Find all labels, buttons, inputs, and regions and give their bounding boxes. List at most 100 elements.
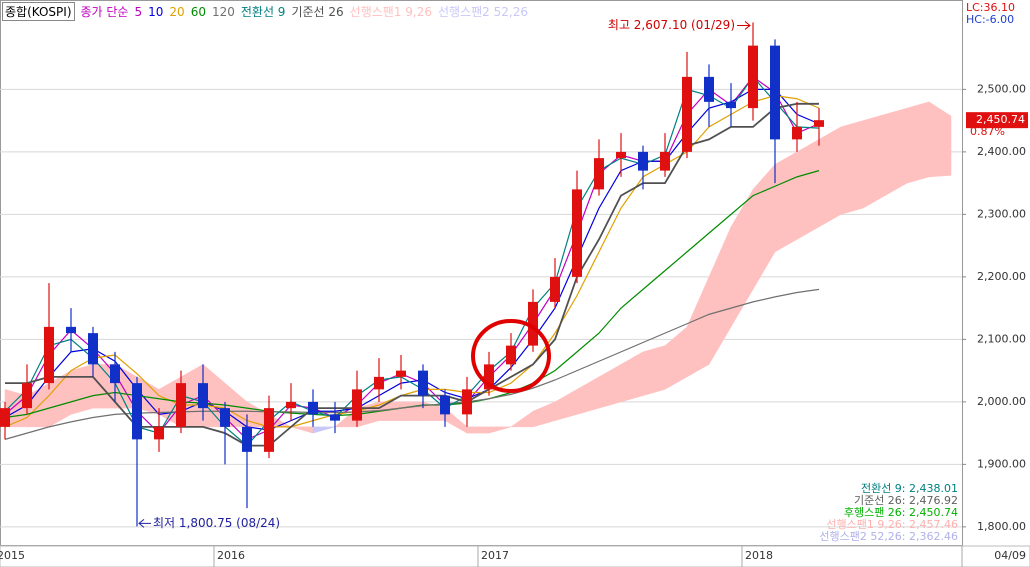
candle-body [440, 395, 450, 415]
candle-body [792, 126, 802, 140]
y-tick-label: 2,000.00 [977, 395, 1026, 408]
top-label: LC:36.10 [966, 1, 1015, 14]
candle-body [264, 408, 274, 452]
ma-line [4, 95, 820, 428]
annotation: 최저 1,800.75 (08/24) [153, 516, 280, 530]
candle-body [638, 151, 648, 171]
candle-body [44, 326, 54, 384]
highlight-circle [471, 319, 551, 393]
candle-body [374, 376, 384, 390]
candle-body [506, 345, 516, 365]
cloud-segment [290, 426, 314, 434]
legend-entry: 120 [211, 4, 235, 19]
candle-body [110, 364, 120, 384]
candle-body [198, 383, 208, 409]
candle-body [66, 326, 76, 334]
chart-title: 종합(KOSPI) [2, 2, 75, 21]
annotation-arrow [737, 21, 751, 30]
y-tick-label: 2,200.00 [977, 270, 1026, 283]
cloud-segment [884, 107, 908, 197]
cloud-segment [400, 401, 424, 421]
candle-body [682, 76, 692, 152]
candle-body [88, 333, 98, 365]
legend-entry: 전환선 9 [240, 5, 286, 19]
cloud-segment [488, 426, 512, 434]
x-tick-label: 2018 [745, 549, 773, 562]
price-tag [966, 112, 1028, 129]
legend-entry: 선행스팬1 9,26 [349, 5, 433, 19]
cloud-segment [510, 410, 534, 428]
candle-body [242, 426, 252, 452]
legend-entry: 10 [148, 4, 164, 19]
annotation: 최고 2,607.10 (01/29) [608, 18, 735, 32]
info-line: 기준선 26: 2,476.92 [854, 494, 958, 507]
candle-body [462, 389, 472, 415]
candle-body [0, 408, 10, 427]
candle-body [484, 364, 494, 390]
legend: 종합(KOSPI) 종가 단순 5 10 20 60 120 전환선 9 기준선 26 선행스… [2, 2, 528, 21]
candle-body [814, 120, 824, 127]
x-tick-label: 2017 [481, 549, 509, 562]
change-label: 0.87% [970, 125, 1005, 138]
cloud-segment [312, 426, 336, 434]
y-tick-label: 1,800.00 [977, 520, 1026, 533]
y-tick-label: 2,400.00 [977, 145, 1026, 158]
candle-body [154, 426, 164, 440]
cloud-segment [708, 226, 732, 366]
cloud-segment [576, 376, 600, 415]
cloud-segment [862, 114, 886, 209]
cloud-segment [554, 388, 578, 421]
candle-body [616, 151, 626, 159]
cloud-segment [686, 276, 710, 378]
candle-body [704, 76, 714, 102]
cloud-segment [620, 351, 644, 403]
plot-frame [0, 0, 963, 546]
y-tick-label: 2,500.00 [977, 82, 1026, 95]
legend-entry: 기준선 26 [291, 5, 344, 19]
candle-body [308, 401, 318, 415]
cloud-segment [532, 401, 556, 428]
top-label: HC:-6.00 [966, 13, 1014, 26]
cloud-segment [70, 364, 94, 415]
info-line: 후행스팬 26: 2,450.74 [844, 506, 958, 519]
info-line: 전환선 9: 2,438.01 [861, 482, 958, 495]
y-tick-label: 2,300.00 [977, 207, 1026, 220]
x-tick-label: 2015 [0, 549, 25, 562]
annotation-arrow [138, 519, 151, 528]
candle-body [330, 414, 340, 421]
candle-body [550, 276, 560, 302]
cloud-segment [752, 163, 776, 291]
candle-body [748, 45, 758, 109]
cloud-segment [598, 363, 622, 409]
y-tick-label: 1,900.00 [977, 457, 1026, 470]
candle-body [22, 383, 32, 409]
candle-body [528, 301, 538, 346]
candle-body [726, 101, 736, 109]
legend-entry: 20 [169, 4, 185, 19]
x-axis-strip [0, 545, 1030, 567]
price-tag-label: 2,450.74 [976, 113, 1025, 126]
legend-entry: 선행스팬2 52,26 [438, 5, 528, 19]
candle-body [352, 389, 362, 421]
info-line: 선행스팬2 52,26: 2,362.46 [819, 530, 958, 543]
cloud-segment [642, 345, 666, 396]
cloud-segment [664, 326, 688, 390]
candle-body [770, 45, 780, 140]
cloud-segment [906, 101, 930, 184]
info-line: 선행스팬1 9,26: 2,457.46 [826, 518, 958, 531]
candle-body [132, 383, 142, 440]
cloud-segment [730, 188, 754, 328]
candle-body [396, 370, 406, 377]
candle-body [220, 408, 230, 427]
cloud-segment [796, 138, 820, 240]
current-date: 04/09 [994, 549, 1026, 562]
cloud-segment [928, 101, 952, 178]
cloud-segment [840, 120, 864, 215]
legend-prefix: 종가 단순 [80, 5, 129, 19]
x-tick-label: 2016 [217, 549, 245, 562]
candle-body [418, 370, 428, 396]
y-tick-label: 2,100.00 [977, 332, 1026, 345]
legend-entry: 5 [134, 4, 143, 19]
candle-body [176, 383, 186, 427]
